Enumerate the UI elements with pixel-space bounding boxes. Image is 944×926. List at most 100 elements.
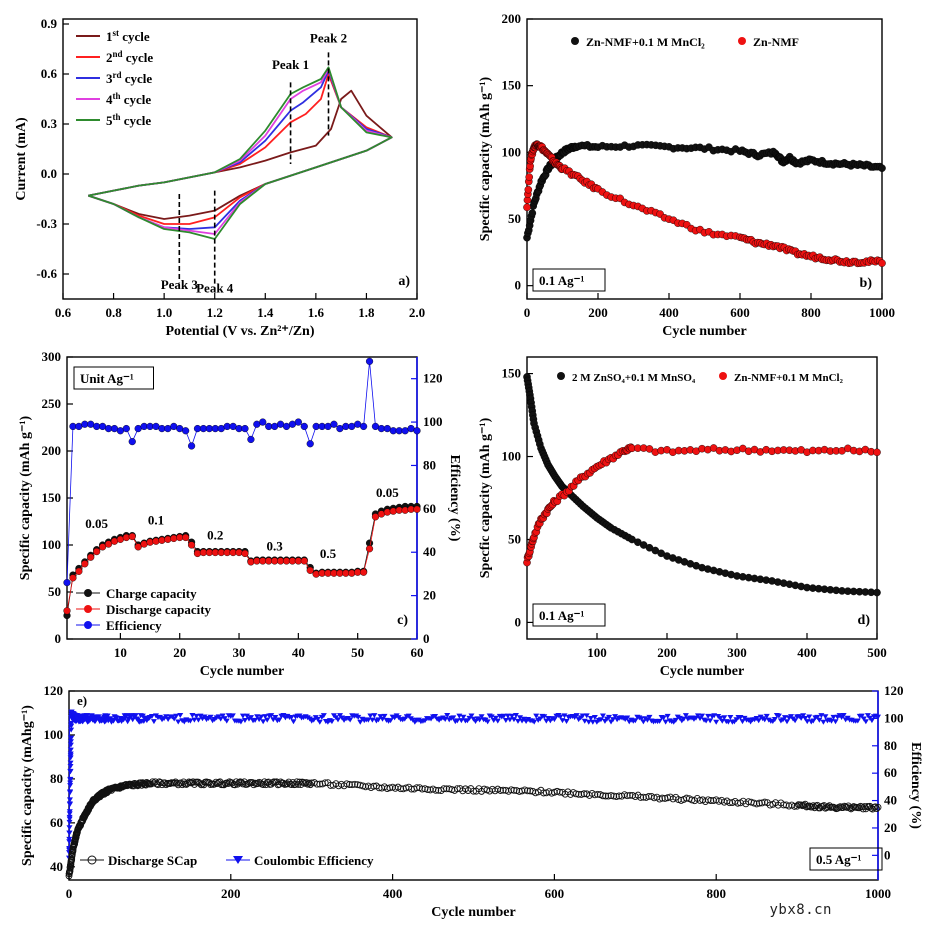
data-point [640, 719, 647, 725]
data-point [783, 719, 790, 725]
data-point [500, 713, 507, 719]
y-tick-label: 50 [508, 531, 521, 546]
x-tick-label: 800 [706, 886, 726, 901]
data-point [512, 713, 519, 719]
data-point [128, 438, 136, 446]
panel-label: d) [858, 613, 871, 628]
box-label-frame [73, 366, 154, 390]
y2-tick-label: 60 [423, 501, 436, 516]
data-point [219, 713, 226, 719]
x-tick-label: 800 [801, 305, 821, 320]
x-tick-label: 300 [727, 645, 747, 660]
x-tick-label: 20 [173, 645, 186, 660]
data-point [173, 713, 180, 719]
data-point [243, 713, 250, 719]
data-point [98, 543, 107, 551]
panel-label: b) [860, 276, 873, 291]
x-tick-label: 0 [66, 886, 73, 901]
data-point [371, 513, 380, 521]
data-point [502, 717, 509, 723]
data-point [476, 717, 483, 723]
data-point [175, 719, 182, 725]
y2-tick-label: 80 [423, 457, 436, 472]
data-point [873, 448, 881, 457]
x-tick-label: 1000 [869, 305, 895, 320]
y-tick-label: 100 [502, 449, 522, 464]
data-point [365, 717, 372, 723]
y2-tick-label: 20 [884, 820, 897, 835]
data-point [72, 833, 80, 841]
data-point [247, 435, 255, 444]
data-point [359, 782, 367, 790]
data-point [355, 714, 362, 720]
box-label: 0.5 Ag⁻¹ [816, 852, 862, 867]
data-point [158, 536, 166, 544]
data-point [132, 713, 139, 719]
data-point [306, 566, 314, 574]
plot-frame [62, 18, 418, 300]
data-point [508, 713, 515, 719]
box-label-frame [532, 268, 606, 292]
box-label-frame [809, 847, 883, 871]
data-point [810, 718, 817, 724]
data-point [163, 714, 170, 720]
data-point [824, 803, 832, 811]
y-axis-title: Current (mA) [14, 117, 29, 201]
data-point [705, 713, 712, 719]
panel-label: a) [398, 274, 410, 289]
data-point [645, 445, 654, 453]
peak-label: Peak 4 [196, 280, 234, 295]
x-tick-label: 1000 [865, 886, 891, 901]
data-point [523, 787, 531, 795]
peak-label: Peak 1 [272, 57, 309, 72]
data-point [717, 715, 724, 721]
data-point [781, 715, 788, 721]
data-point [517, 715, 524, 721]
data-point [804, 719, 811, 725]
data-point [573, 713, 580, 719]
data-point [383, 508, 391, 516]
data-point [241, 549, 249, 558]
data-point [348, 781, 356, 789]
data-point [239, 780, 247, 788]
data-point [707, 797, 715, 804]
y-tick-label: 40 [50, 859, 63, 874]
data-point [259, 418, 267, 426]
x-tick-label: 1.4 [257, 305, 274, 320]
data-point [587, 716, 594, 722]
data-point [362, 783, 370, 791]
data-point [104, 540, 113, 548]
data-point [276, 717, 283, 723]
x-tick-label: 60 [411, 645, 424, 660]
x-tick-label: 200 [221, 886, 241, 901]
data-point [800, 713, 807, 719]
data-point [63, 578, 71, 587]
y2-tick-label: 40 [884, 793, 897, 808]
data-point [357, 719, 364, 725]
data-point [599, 792, 607, 800]
data-point [177, 713, 184, 719]
data-point [148, 714, 155, 720]
data-point [843, 804, 851, 811]
data-point [624, 715, 631, 721]
data-point [878, 164, 886, 172]
data-point [682, 713, 689, 719]
data-point [252, 717, 259, 723]
data-point [860, 716, 867, 722]
data-point [488, 714, 495, 720]
y-axis-title: Specific capacity (mAh g⁻¹) [18, 415, 33, 580]
data-point [523, 203, 531, 212]
data-point [389, 507, 397, 515]
data-point [283, 780, 291, 788]
data-point [753, 800, 761, 808]
data-point [802, 716, 809, 722]
data-point [719, 718, 726, 724]
legend-label: Discharge capacity [106, 602, 212, 617]
data-point [260, 719, 267, 725]
data-point [87, 553, 95, 561]
data-point [305, 779, 313, 787]
data-point [334, 717, 341, 723]
data-point [377, 714, 384, 720]
data-point [579, 713, 586, 719]
data-point [150, 719, 157, 725]
